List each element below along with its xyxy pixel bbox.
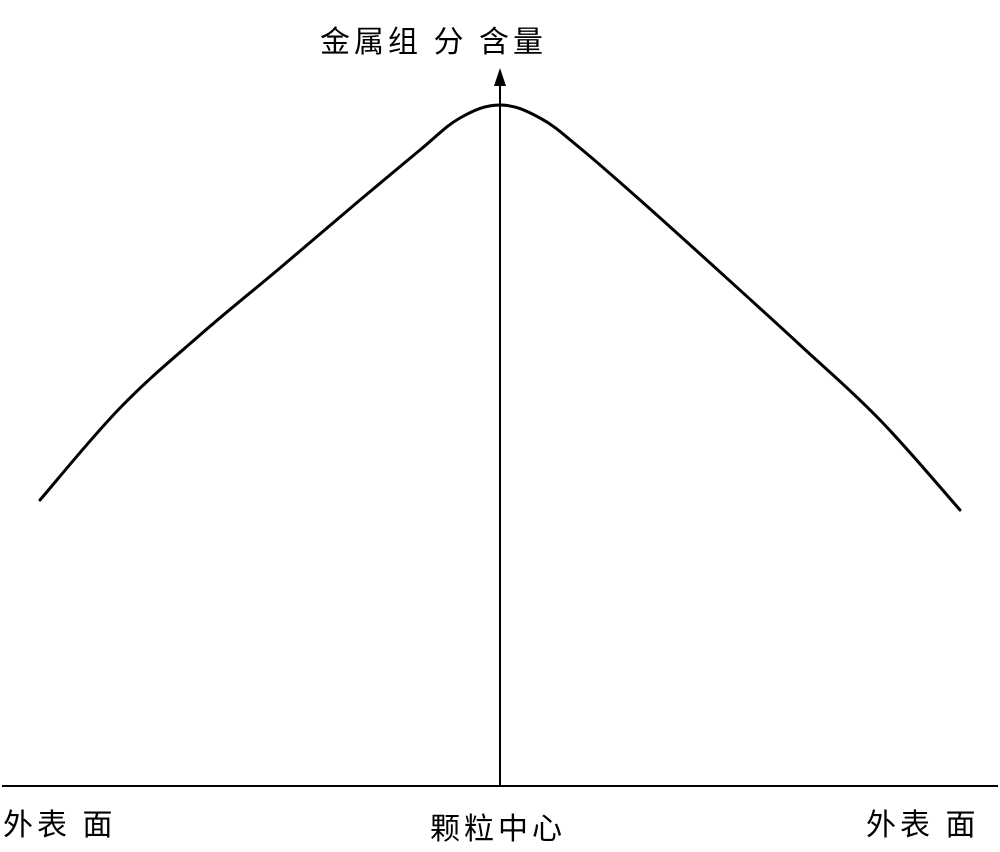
x-axis-label-center: 颗粒中心 [430, 804, 566, 848]
chart-title: 金属组 分 含量 [320, 17, 547, 61]
chart-svg [0, 0, 1000, 852]
chart-container: 金属组 分 含量 外表 面 颗粒中心 外表 面 [0, 0, 1000, 852]
x-axis-label-right: 外表 面 [866, 800, 980, 844]
x-axis-label-left: 外表 面 [3, 800, 117, 844]
y-axis-arrowhead [494, 68, 506, 86]
